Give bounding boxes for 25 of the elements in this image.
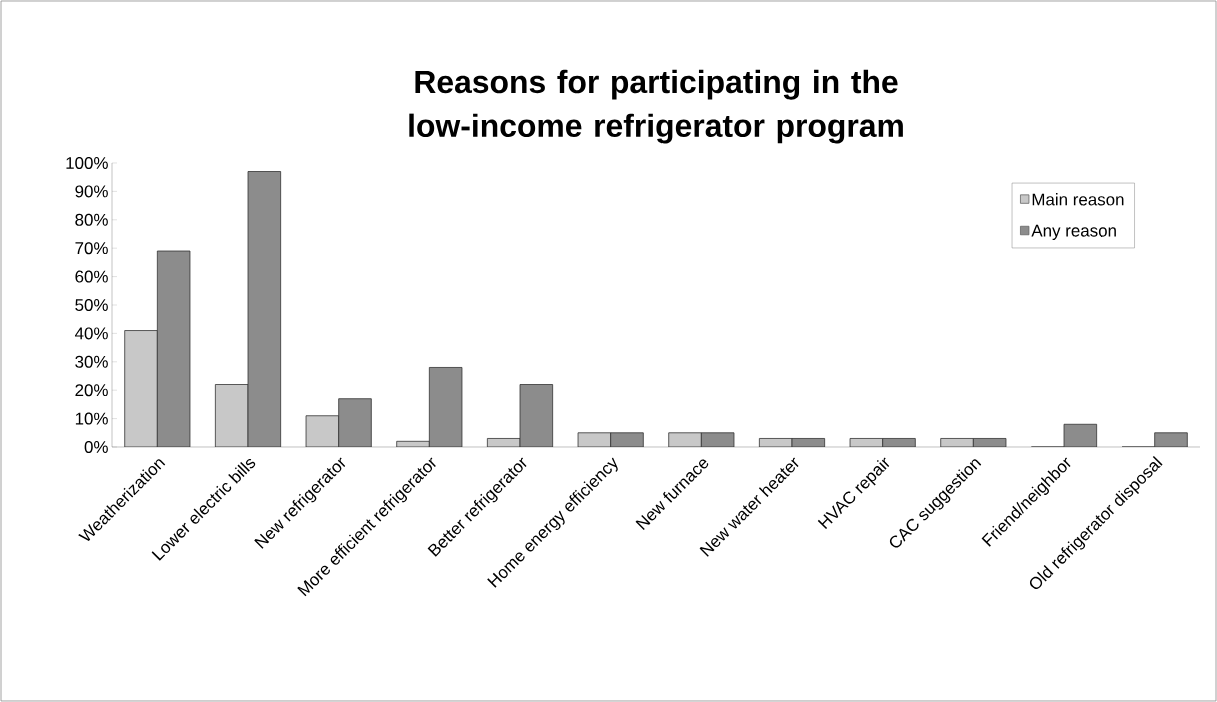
y-tick-label: 10%: [75, 412, 108, 425]
bar: [247, 171, 282, 447]
bar: [214, 384, 249, 447]
bar: [519, 384, 554, 447]
bar: [124, 330, 158, 447]
y-tick-label: 80%: [75, 213, 108, 226]
y-tick-label: 70%: [75, 242, 108, 255]
bar: [1154, 432, 1188, 447]
bar: [428, 367, 463, 447]
y-tick-label: 100%: [66, 156, 108, 169]
y-tick-label: 30%: [75, 355, 108, 368]
y-tick-label: 50%: [75, 298, 108, 311]
legend-label: Main reason: [1032, 193, 1124, 206]
bar: [305, 415, 340, 447]
bar: [338, 398, 372, 447]
chart-title: Reasons for participating in the low-income refrigerator program: [409, 69, 903, 144]
bar: [668, 432, 702, 447]
y-tick-label: 0%: [84, 440, 108, 453]
y-tick-label: 60%: [75, 270, 108, 283]
y-tick-label: 40%: [74, 327, 108, 340]
y-tick-label: 20%: [75, 384, 108, 397]
y-tick-label: 90%: [75, 185, 108, 198]
bar: [156, 250, 191, 447]
bar: [610, 432, 644, 447]
legend-label: Any reason: [1031, 224, 1116, 240]
